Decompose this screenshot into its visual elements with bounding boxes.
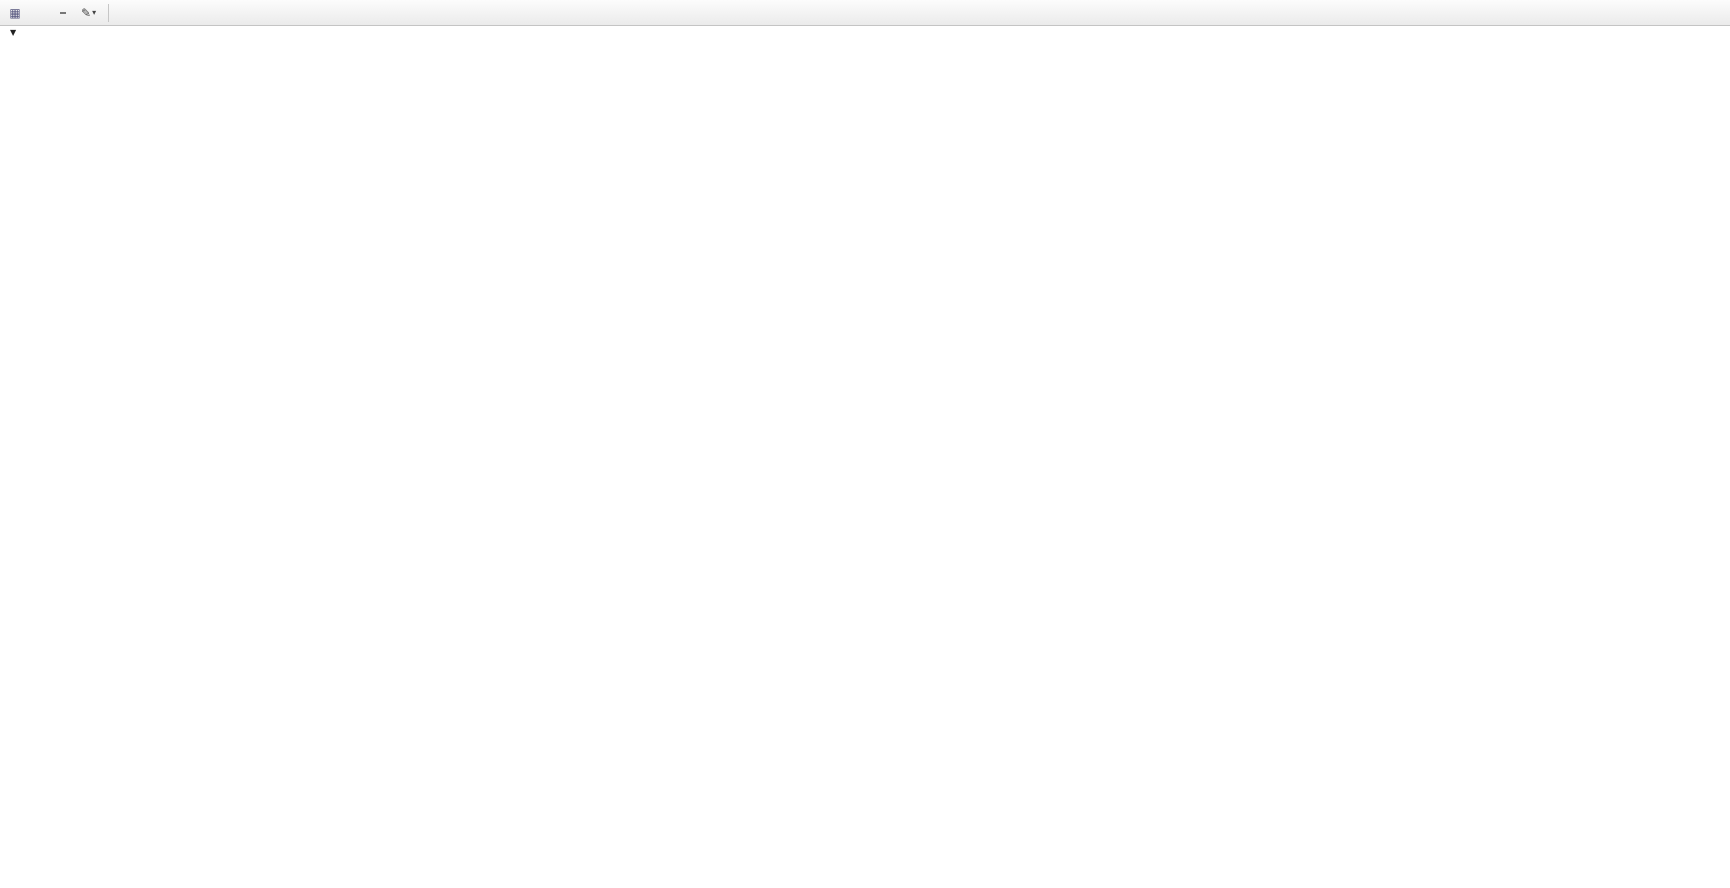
label-tool-button[interactable] [52,3,74,23]
pencil-icon: ✎ [81,5,92,20]
label-tool-label [60,11,66,14]
chart-title: ▼ [10,28,30,37]
top-toolbar: ▦ ✎ ▾ [0,0,1730,26]
grid-icon: ▦ [9,5,21,20]
text-tool-button[interactable] [28,3,50,23]
draw-tool-button[interactable]: ✎ ▾ [76,3,101,23]
toolbar-separator [108,3,110,22]
one-click-dropdown-icon[interactable]: ▼ [10,28,17,37]
chevron-down-icon: ▾ [92,8,97,17]
grid-tool-button[interactable]: ▦ [4,3,26,23]
chart-canvas[interactable] [0,26,1730,888]
